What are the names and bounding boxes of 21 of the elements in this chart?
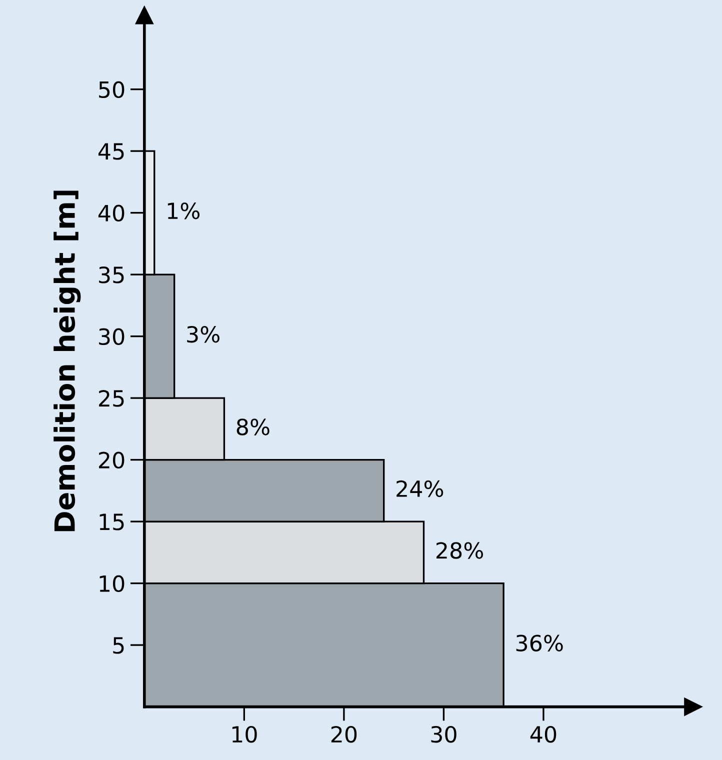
- data-label: 28%: [436, 542, 484, 559]
- y-tick-label: 15: [100, 514, 124, 530]
- y-tick-label: 25: [99, 390, 124, 407]
- data-label: 3%: [187, 326, 220, 343]
- y-tick-label: 5: [113, 637, 124, 654]
- y-tick-label: 30: [99, 328, 124, 346]
- y-tick-label: 50: [99, 81, 124, 98]
- y-tick-label: 40: [98, 204, 124, 222]
- data-label: 24%: [396, 480, 444, 498]
- data-label: 8%: [236, 418, 270, 436]
- y-axis-title: Demolition height [m]: [54, 190, 81, 532]
- y-tick-label: 45: [98, 143, 124, 160]
- data-label: 36%: [516, 634, 563, 652]
- y-tick-label: 35: [99, 266, 124, 284]
- y-tick-label: 20: [99, 452, 124, 469]
- x-tick-label: 30: [431, 726, 456, 743]
- data-label: 1%: [168, 202, 200, 220]
- x-tick-label: 10: [232, 726, 257, 743]
- x-tick-label: 40: [530, 726, 556, 743]
- x-tick-label: 20: [331, 726, 357, 743]
- y-tick-label: 10: [100, 575, 124, 592]
